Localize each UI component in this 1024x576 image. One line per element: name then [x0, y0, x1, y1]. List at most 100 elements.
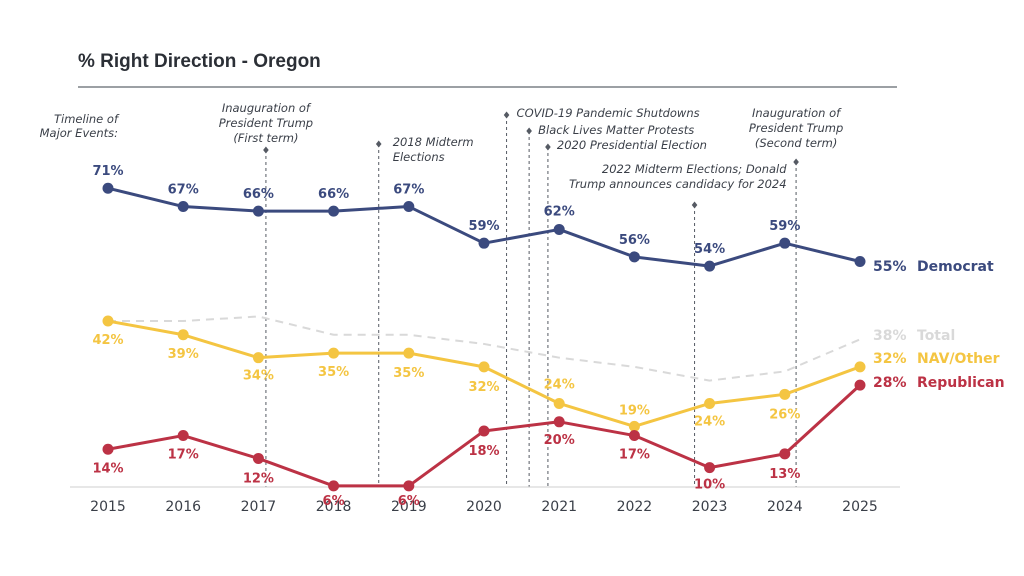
data-label: 20%: [544, 433, 575, 448]
events-heading: Timeline of Major Events:: [40, 112, 120, 140]
event-label: Inauguration of President Trump (First ter…: [219, 101, 313, 145]
x-axis: 2015 2016 2017 2018 2019 2020 2021 2022 2023 2024…: [70, 486, 900, 515]
series-end-labels: 55% Democrat 38% Total 32% NAV/Other 28% Republ…: [873, 259, 1005, 391]
event-annotations: Timeline of Major Events: Inauguration of P…: [40, 101, 843, 487]
data-point: [328, 205, 340, 217]
data-point: [779, 388, 791, 400]
data-point: [252, 352, 264, 364]
event-marker: [526, 127, 532, 135]
x-tick-label: 2023: [692, 499, 728, 515]
end-value-label: 32%: [873, 351, 907, 367]
data-label: 32%: [468, 380, 499, 395]
end-value-label: 38%: [873, 328, 907, 344]
data-point: [102, 443, 114, 455]
data-label: 67%: [168, 183, 199, 198]
data-point: [704, 462, 716, 474]
event-label: 2022 Midterm Elections; Donald Trump anno…: [569, 162, 787, 191]
data-point: [478, 425, 490, 437]
data-label: 18%: [468, 444, 499, 459]
data-point: [628, 420, 640, 432]
data-point: [102, 315, 114, 327]
event-marker: [691, 201, 698, 209]
series-line-nav-other: [107, 319, 861, 428]
data-point: [704, 260, 716, 272]
event-marker: [545, 143, 551, 151]
data-point: [478, 361, 490, 373]
data-label: 12%: [243, 471, 274, 486]
data-point: [403, 201, 415, 213]
x-tick-label: 2022: [617, 499, 653, 515]
data-label: 66%: [243, 187, 274, 202]
data-label: 6%: [323, 494, 345, 509]
x-tick-label: 2021: [541, 499, 577, 515]
end-value-label: 55%: [873, 259, 907, 275]
event-label: 2018 Midterm Elections: [393, 135, 474, 164]
x-tick-label: 2019: [391, 499, 427, 515]
x-tick-label: 2024: [767, 499, 803, 515]
data-point: [854, 379, 866, 391]
data-label: 17%: [619, 448, 650, 463]
data-label: 71%: [92, 164, 123, 179]
data-point: [252, 205, 264, 217]
data-point: [328, 480, 340, 492]
x-tick-label: 2017: [241, 499, 277, 515]
data-label: 42%: [92, 333, 123, 348]
data-label: 6%: [398, 494, 420, 509]
data-label: 26%: [769, 407, 800, 422]
data-label: 59%: [468, 219, 499, 234]
data-label: 24%: [694, 414, 725, 429]
event-marker: [793, 158, 799, 166]
data-label: 14%: [92, 461, 123, 476]
data-label: 17%: [168, 448, 199, 463]
data-point: [328, 347, 340, 359]
data-point: [478, 237, 490, 249]
data-point: [553, 416, 565, 428]
event-marker: [503, 111, 510, 119]
data-point: [854, 256, 866, 267]
series-name-label: Republican: [917, 375, 1005, 391]
data-label: 39%: [168, 347, 199, 362]
x-tick-label: 2018: [316, 499, 352, 515]
data-point: [252, 452, 264, 464]
data-label: 66%: [318, 187, 349, 202]
data-label: 56%: [619, 233, 650, 248]
data-label: 54%: [694, 242, 725, 257]
series-line-total: [108, 315, 861, 382]
data-label: 10%: [694, 478, 725, 493]
data-point: [628, 430, 640, 442]
data-label: 13%: [769, 467, 800, 482]
event-label: COVID-19 Pandemic Shutdowns: [517, 106, 700, 120]
data-point: [177, 201, 189, 213]
x-tick-label: 2020: [466, 499, 502, 515]
series-name-label: Democrat: [917, 259, 994, 275]
data-label: 59%: [769, 219, 800, 234]
data-point: [553, 397, 565, 409]
event-marker: [263, 146, 269, 154]
event-label: Black Lives Matter Protests: [538, 123, 694, 137]
series-points: [102, 182, 866, 492]
data-point: [628, 251, 640, 263]
event-marker: [375, 140, 382, 148]
data-labels: 71% 67% 66% 66% 67% 59% 62% 56% 54% 59% 42% 39% 34% 3…: [92, 164, 800, 509]
data-point: [779, 448, 791, 460]
data-label: 35%: [393, 366, 424, 381]
data-point: [177, 430, 189, 442]
data-point: [704, 397, 716, 409]
x-tick-label: 2025: [842, 499, 878, 515]
data-point: [403, 480, 415, 492]
data-point: [102, 182, 114, 194]
x-tick-label: 2015: [90, 499, 126, 515]
data-label: 34%: [243, 369, 274, 384]
chart-title: % Right Direction - Oregon: [78, 51, 321, 72]
series-name-label: NAV/Other: [917, 351, 1000, 367]
data-label: 19%: [619, 403, 650, 418]
data-point: [403, 347, 415, 359]
data-point: [177, 329, 189, 341]
data-point: [854, 361, 866, 373]
data-label: 35%: [318, 365, 349, 380]
x-tick-label: 2016: [165, 499, 201, 515]
event-label: Inauguration of President Trump (Second te…: [749, 106, 843, 150]
data-label: 62%: [544, 204, 575, 219]
end-value-label: 28%: [873, 375, 907, 391]
